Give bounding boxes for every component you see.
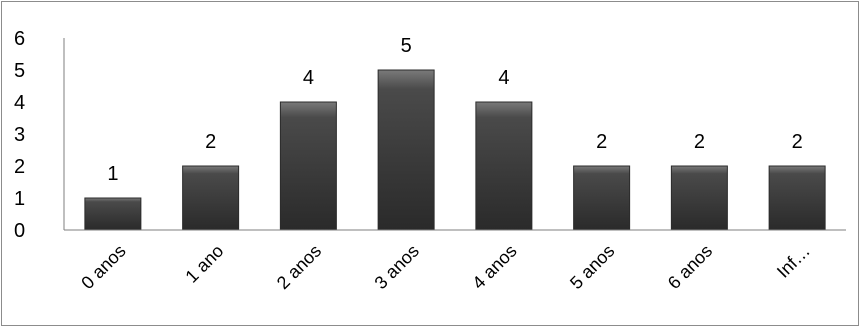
data-label: 2 [694, 131, 705, 153]
data-label: 2 [792, 131, 803, 153]
x-category-label: 3 anos [371, 241, 423, 293]
data-label: 5 [401, 35, 412, 57]
bar [279, 101, 337, 231]
data-label: 1 [107, 163, 118, 185]
y-tick-label: 0 [14, 220, 25, 242]
x-category-label: 6 anos [664, 241, 716, 293]
data-labels: 1 2 4 5 4 2 2 2 [107, 35, 802, 185]
y-tick-label: 3 [14, 124, 25, 146]
y-tick-label: 2 [14, 156, 25, 178]
x-category-label: 2 anos [273, 241, 325, 293]
bar [377, 69, 435, 231]
bar [768, 165, 826, 231]
bar [182, 165, 240, 231]
bars [84, 69, 826, 231]
bar [475, 101, 533, 231]
x-category-label: 5 anos [566, 241, 618, 293]
x-category-label: 4 anos [468, 241, 520, 293]
x-category-label: 1 ano [181, 241, 227, 287]
x-axis-category-labels: 0 anos 1 ano 2 anos 3 anos 4 anos 5 anos 6 ano… [77, 241, 814, 293]
y-tick-label: 5 [14, 60, 25, 82]
x-category-label: Inf… [773, 241, 814, 282]
bar [573, 165, 631, 231]
data-label: 4 [498, 67, 509, 89]
y-tick-label: 6 [14, 28, 25, 50]
bar [670, 165, 728, 231]
bar [84, 197, 142, 231]
data-label: 2 [205, 131, 216, 153]
data-label: 2 [596, 131, 607, 153]
y-tick-label: 1 [14, 188, 25, 210]
x-category-label: 0 anos [77, 241, 129, 293]
y-axis-tick-labels: 0 1 2 3 4 5 6 [14, 28, 25, 242]
data-label: 4 [303, 67, 314, 89]
y-tick-label: 4 [14, 92, 25, 114]
